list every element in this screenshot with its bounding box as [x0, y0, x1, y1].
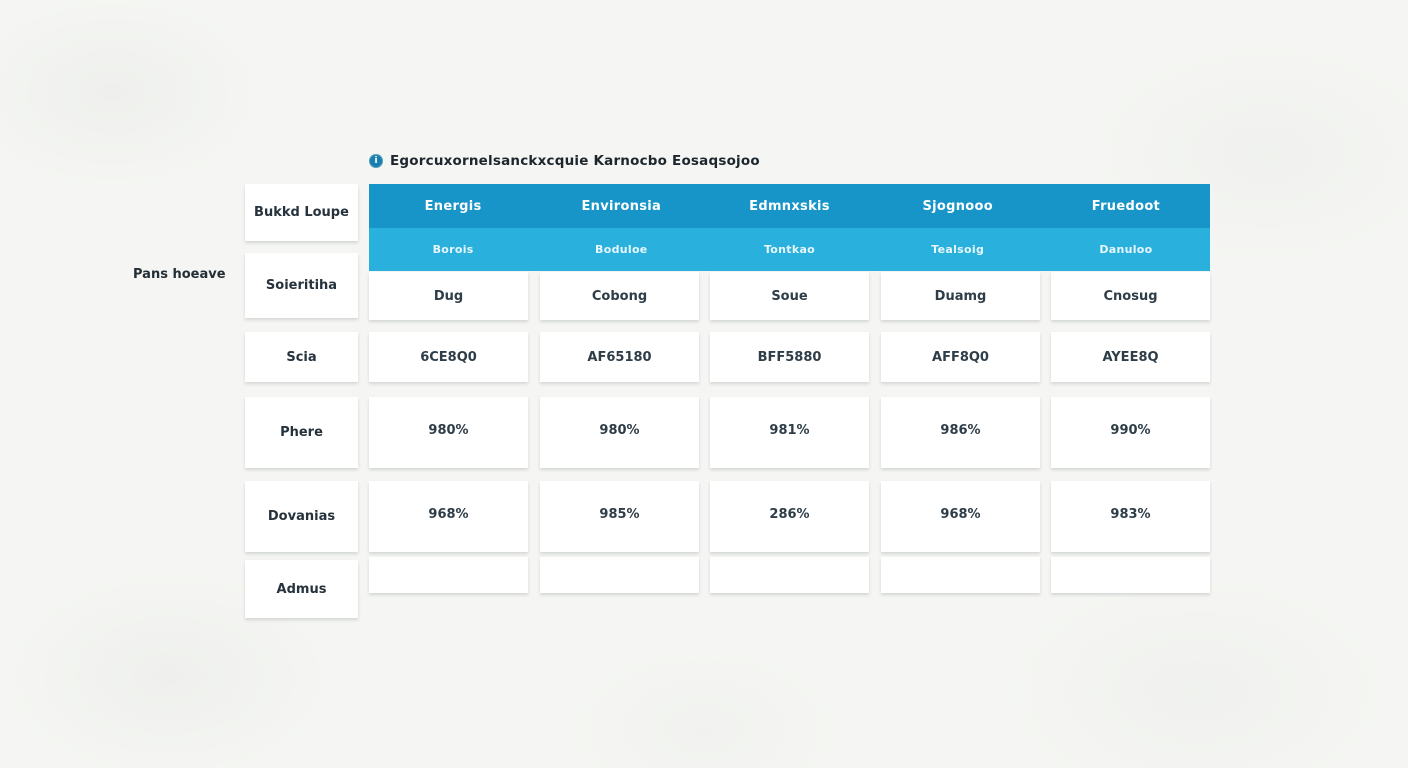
column-subheader-label: Tealsoig: [931, 243, 985, 256]
column-header-label: Energis: [424, 198, 482, 214]
table-cell: 286%: [710, 481, 869, 552]
column-subheader-label: Boduloe: [595, 243, 648, 256]
column-subheader: Borois: [369, 228, 537, 271]
table-cell: Soue: [710, 272, 869, 320]
row-label-1: Soieritiha: [245, 253, 358, 318]
column-header-label: Environsia: [581, 198, 662, 214]
column-header-label: Edmnxskis: [749, 198, 830, 214]
column-subheader-label: Tontkao: [763, 243, 816, 256]
side-label: Pans hoeave: [133, 267, 226, 282]
page-title: Egorcuxornelsanckxcquie Karnocbo Eosaqso…: [390, 153, 760, 169]
table-cell: 980%: [369, 397, 528, 468]
column-header: Edmnxskis: [705, 184, 873, 228]
column-subheader: Tontkao: [705, 228, 873, 271]
column-subheader-label: Borois: [432, 243, 474, 256]
table-cell: [881, 557, 1040, 593]
table-cell: 986%: [881, 397, 1040, 468]
table-cell: 968%: [881, 481, 1040, 552]
column-subheader: Tealsoig: [874, 228, 1042, 271]
table-header-row: Energis Environsia Edmnxskis Sjognooo Fr…: [369, 184, 1210, 228]
table-cell: BFF5880: [710, 332, 869, 382]
table-title-row: i Egorcuxornelsanckxcquie Karnocbo Eosaq…: [369, 153, 760, 169]
table-cell: AYEE8Q: [1051, 332, 1210, 382]
table-cell: Duamg: [881, 272, 1040, 320]
table-cell: [540, 557, 699, 593]
table-cell: [1051, 557, 1210, 593]
table-cell: [369, 557, 528, 593]
column-header: Energis: [369, 184, 537, 228]
table-cell: 981%: [710, 397, 869, 468]
table-cell: AF65180: [540, 332, 699, 382]
table-cell: [710, 557, 869, 593]
row-label-5: Admus: [245, 560, 358, 618]
row-label-bundle: Bukkd Loupe: [245, 184, 358, 241]
table-cell: 990%: [1051, 397, 1210, 468]
column-subheader-label: Danuloo: [1099, 243, 1153, 256]
table-cell: AFF8Q0: [881, 332, 1040, 382]
table-cell: Dug: [369, 272, 528, 320]
table-cell: 983%: [1051, 481, 1210, 552]
table-cell: 980%: [540, 397, 699, 468]
info-icon[interactable]: i: [369, 154, 383, 168]
column-header: Sjognooo: [874, 184, 1042, 228]
column-header: Environsia: [537, 184, 705, 228]
column-header-label: Sjognooo: [922, 198, 993, 214]
column-subheader: Boduloe: [537, 228, 705, 271]
table-subheader-row: Borois Boduloe Tontkao Tealsoig Danuloo: [369, 228, 1210, 271]
row-label-2: Scia: [245, 332, 358, 382]
table-cell: 985%: [540, 481, 699, 552]
row-label-4: Dovanias: [245, 481, 358, 552]
column-header-label: Fruedoot: [1091, 198, 1161, 214]
column-subheader: Danuloo: [1042, 228, 1210, 271]
column-header: Fruedoot: [1042, 184, 1210, 228]
table-cell: Cobong: [540, 272, 699, 320]
row-label-3: Phere: [245, 397, 358, 468]
table-cell: Cnosug: [1051, 272, 1210, 320]
table-cell: 968%: [369, 481, 528, 552]
table-cell: 6CE8Q0: [369, 332, 528, 382]
